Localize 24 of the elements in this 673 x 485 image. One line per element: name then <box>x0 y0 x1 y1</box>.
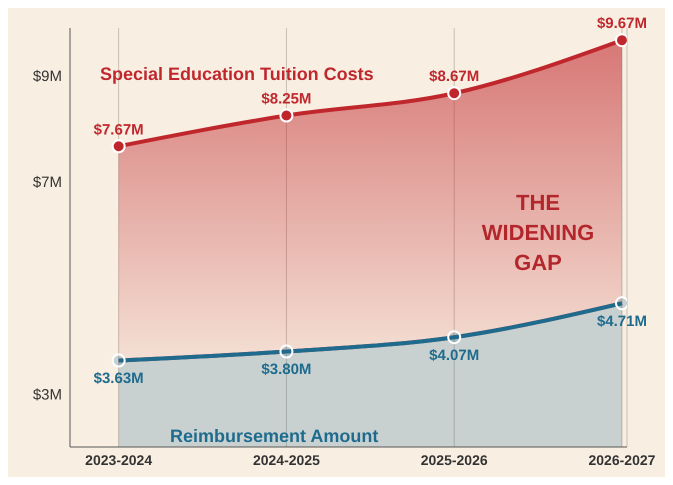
data-label: $9.67M <box>596 15 647 32</box>
data-label: $7.67M <box>94 121 144 138</box>
data-label: $8.67M <box>429 68 480 86</box>
x-tick-label: 2025-2026 <box>420 452 488 468</box>
series-label: Special Education Tuition Costs <box>100 64 374 85</box>
data-label: $3.63M <box>94 370 144 388</box>
x-tick-label: 2026-2027 <box>588 452 656 468</box>
x-tick-label: 2023-2024 <box>85 452 152 468</box>
y-tick-label: $9M <box>32 68 62 86</box>
point <box>279 108 294 123</box>
point <box>447 86 462 100</box>
data-label: $3.80M <box>261 361 312 378</box>
point <box>112 354 126 368</box>
point <box>112 139 126 154</box>
data-label: $8.25M <box>261 90 312 108</box>
series-label: Reimbursement Amount <box>170 426 378 447</box>
y-tick-label: $3M <box>32 386 62 404</box>
x-tick-label: 2024-2025 <box>252 452 320 468</box>
data-label: $4.71M <box>596 312 647 330</box>
data-label: $4.07M <box>429 346 480 364</box>
y-tick-label: $7M <box>32 174 62 192</box>
point <box>279 344 294 359</box>
annotation: THE WIDENING GAP <box>480 189 596 277</box>
point <box>447 330 462 344</box>
